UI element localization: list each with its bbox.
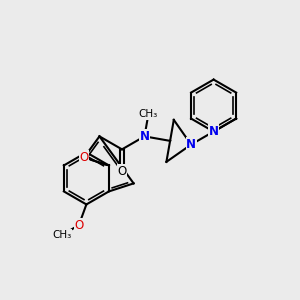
Text: CH₃: CH₃ xyxy=(138,110,157,119)
Text: O: O xyxy=(117,165,127,178)
Text: O: O xyxy=(80,151,89,164)
Text: N: N xyxy=(208,125,219,138)
Text: CH₃: CH₃ xyxy=(52,230,72,240)
Text: O: O xyxy=(74,219,83,232)
Text: N: N xyxy=(140,130,149,143)
Text: N: N xyxy=(186,138,196,151)
